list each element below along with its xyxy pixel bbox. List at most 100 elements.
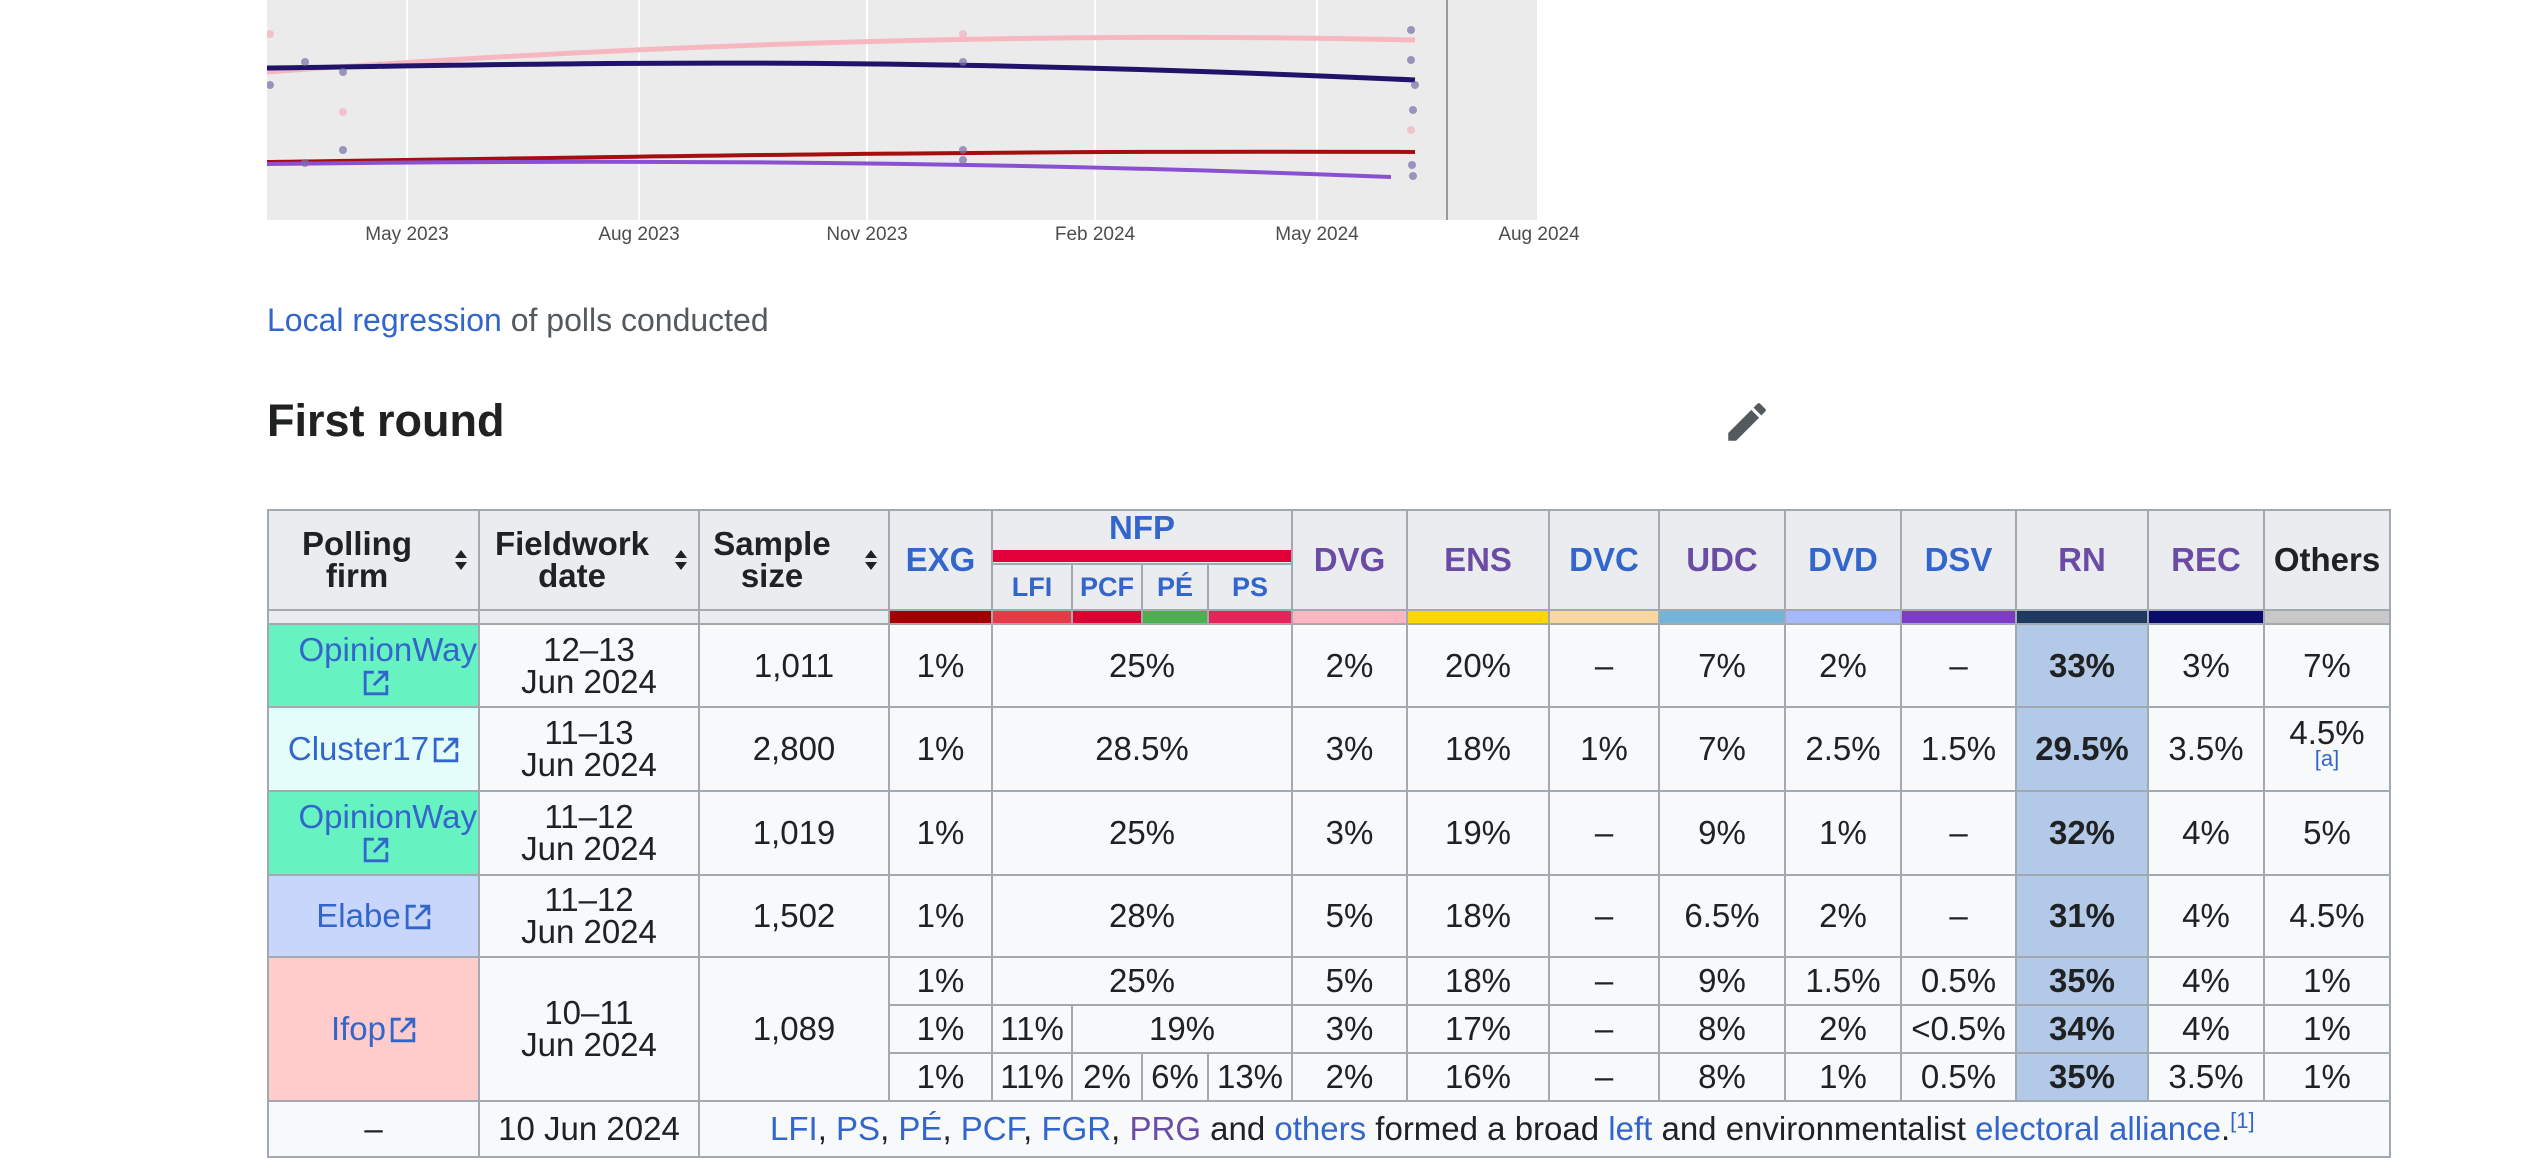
dvc-link[interactable]: DVC <box>1569 541 1639 578</box>
polling-firm-cell[interactable]: Elabe <box>267 874 480 958</box>
exg-cell: 1% <box>888 790 993 876</box>
polling-firm-link[interactable]: Cluster17 <box>288 730 459 767</box>
polling-firm-cell[interactable]: OpinionWay <box>267 790 480 876</box>
ps-header[interactable]: PS <box>1207 563 1293 611</box>
first-round-poll-table: Polling firm Fieldwork date Sample size … <box>267 509 2391 1158</box>
prg-party-link[interactable]: PRG <box>1129 1110 1201 1147</box>
dsv-cell: <0.5% <box>1900 1004 2017 1054</box>
polling-firm-cell: – <box>267 1100 480 1158</box>
dvg-cell: 2% <box>1291 623 1408 708</box>
dvg-link[interactable]: DVG <box>1313 541 1386 578</box>
ens-trend-line <box>267 34 1416 75</box>
dvg-cell: 5% <box>1291 874 1408 958</box>
rec-link[interactable]: REC <box>2171 541 2241 578</box>
pe-header[interactable]: PÉ <box>1141 563 1209 611</box>
ens-header[interactable]: ENS <box>1406 509 1550 611</box>
nfp-link[interactable]: NFP <box>1109 510 1175 546</box>
polling-firm-header-label: Polling firm <box>302 525 412 594</box>
ps-link[interactable]: PS <box>1231 572 1269 602</box>
reference-link[interactable]: [1] <box>2230 1108 2255 1133</box>
udc-cell: 7% <box>1658 706 1786 792</box>
udc-link[interactable]: UDC <box>1686 541 1758 578</box>
lfi-party-link[interactable]: LFI <box>770 1110 818 1147</box>
fieldwork-date-cell: 11–12 Jun 2024 <box>478 874 700 958</box>
polling-firm-name: Cluster17 <box>287 730 430 767</box>
chart-caption: Local regression of polls conducted <box>267 302 769 339</box>
fieldwork-date: 12–13 Jun 2024 <box>521 630 657 700</box>
others-cell: 5% <box>2263 790 2391 876</box>
polling-firm-header[interactable]: Polling firm <box>267 509 480 611</box>
sample-size-header[interactable]: Sample size <box>698 509 890 611</box>
electoral-alliance-link[interactable]: electoral alliance <box>1975 1110 2221 1147</box>
polling-firm-link[interactable]: Elabe <box>316 897 430 934</box>
rn-color-bar <box>2015 609 2149 625</box>
event-text: formed a broad <box>1366 1110 1609 1147</box>
sample-size-cell: 1,089 <box>698 956 890 1102</box>
others-header: Others <box>2263 509 2391 611</box>
left-link[interactable]: left <box>1608 1110 1653 1147</box>
pe-party-link[interactable]: PÉ <box>898 1110 943 1147</box>
dvd-header[interactable]: DVD <box>1784 509 1902 611</box>
dsv-link[interactable]: DSV <box>1924 541 1993 578</box>
dvc-header[interactable]: DVC <box>1548 509 1660 611</box>
fieldwork-date-cell: 11–13 Jun 2024 <box>478 706 700 792</box>
rn-header[interactable]: RN <box>2015 509 2149 611</box>
lfi-link[interactable]: LFI <box>1011 572 1053 602</box>
event-description: LFI, PS, PÉ, PCF, FGR, PRG and others fo… <box>698 1100 2391 1158</box>
fieldwork-date-header[interactable]: Fieldwork date <box>478 509 700 611</box>
pcf-link[interactable]: PCF <box>1080 572 1134 602</box>
dvg-header[interactable]: DVG <box>1291 509 1408 611</box>
edit-section-button[interactable] <box>1722 397 1772 447</box>
pcf-header[interactable]: PCF <box>1071 563 1143 611</box>
table-row: Cluster17 11–13 Jun 2024 2,800 1% 28.5% … <box>267 706 2391 792</box>
dsv-cell: 0.5% <box>1900 1052 2017 1102</box>
lfi-header[interactable]: LFI <box>991 563 1073 611</box>
local-regression-link[interactable]: Local regression <box>267 302 502 338</box>
exg-link[interactable]: EXG <box>905 541 976 578</box>
poll-points-light <box>267 30 1415 134</box>
rec-cell: 3.5% <box>2147 1052 2265 1102</box>
polling-firm-link[interactable]: OpinionWay <box>299 631 477 700</box>
ps-party-link[interactable]: PS <box>836 1110 881 1147</box>
rec-header[interactable]: REC <box>2147 509 2265 611</box>
x-tick-label: Aug 2024 <box>1498 224 1580 245</box>
polling-firm-cell[interactable]: Ifop <box>267 956 480 1102</box>
pcf-party-link[interactable]: PCF <box>960 1110 1024 1147</box>
color-bar-empty <box>478 609 700 625</box>
polling-firm-cell[interactable]: Cluster17 <box>267 706 480 792</box>
dvc-color-bar <box>1548 609 1660 625</box>
ens-cell: 19% <box>1406 790 1550 876</box>
rec-color-bar <box>2147 609 2265 625</box>
exg-header[interactable]: EXG <box>888 509 993 611</box>
polling-firm-link[interactable]: OpinionWay <box>299 798 477 867</box>
dvd-link[interactable]: DVD <box>1808 541 1878 578</box>
separator: , <box>942 1110 961 1147</box>
udc-header[interactable]: UDC <box>1658 509 1786 611</box>
ens-link[interactable]: ENS <box>1444 541 1512 578</box>
pe-link[interactable]: PÉ <box>1156 572 1194 602</box>
dvg-cell: 3% <box>1291 1004 1408 1054</box>
pencil-icon <box>1728 403 1766 441</box>
others-value: 4.5% <box>2289 714 2365 751</box>
nfp-header[interactable]: NFP <box>991 509 1293 565</box>
plot-lines <box>267 0 1448 220</box>
dvg-cell: 3% <box>1291 790 1408 876</box>
separator: , <box>1111 1110 1130 1147</box>
udc-cell: 6.5% <box>1658 874 1786 958</box>
sort-icon <box>675 550 687 570</box>
sample-size-header-label: Sample size <box>713 525 831 594</box>
x-tick-label: Nov 2023 <box>826 224 908 245</box>
polling-firm-link[interactable]: Ifop <box>331 1010 416 1047</box>
footnote-a-link[interactable]: [a] <box>2314 746 2340 771</box>
dsv-header[interactable]: DSV <box>1900 509 2017 611</box>
polling-firm-cell[interactable]: OpinionWay <box>267 623 480 708</box>
fgr-party-link[interactable]: FGR <box>1041 1110 1112 1147</box>
others-link[interactable]: others <box>1274 1110 1367 1147</box>
dvg-cell: 5% <box>1291 956 1408 1006</box>
exg-cell: 1% <box>888 1052 993 1102</box>
dvc-cell: – <box>1548 874 1660 958</box>
rn-link[interactable]: RN <box>2058 541 2106 578</box>
sort-icon <box>865 550 877 570</box>
udc-color-bar <box>1658 609 1786 625</box>
pcf-cell: 2% <box>1071 1052 1143 1102</box>
